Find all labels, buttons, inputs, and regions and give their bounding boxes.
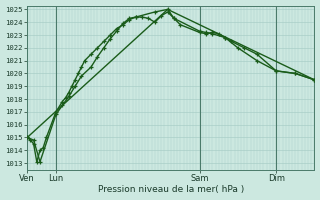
- X-axis label: Pression niveau de la mer( hPa ): Pression niveau de la mer( hPa ): [98, 185, 244, 194]
